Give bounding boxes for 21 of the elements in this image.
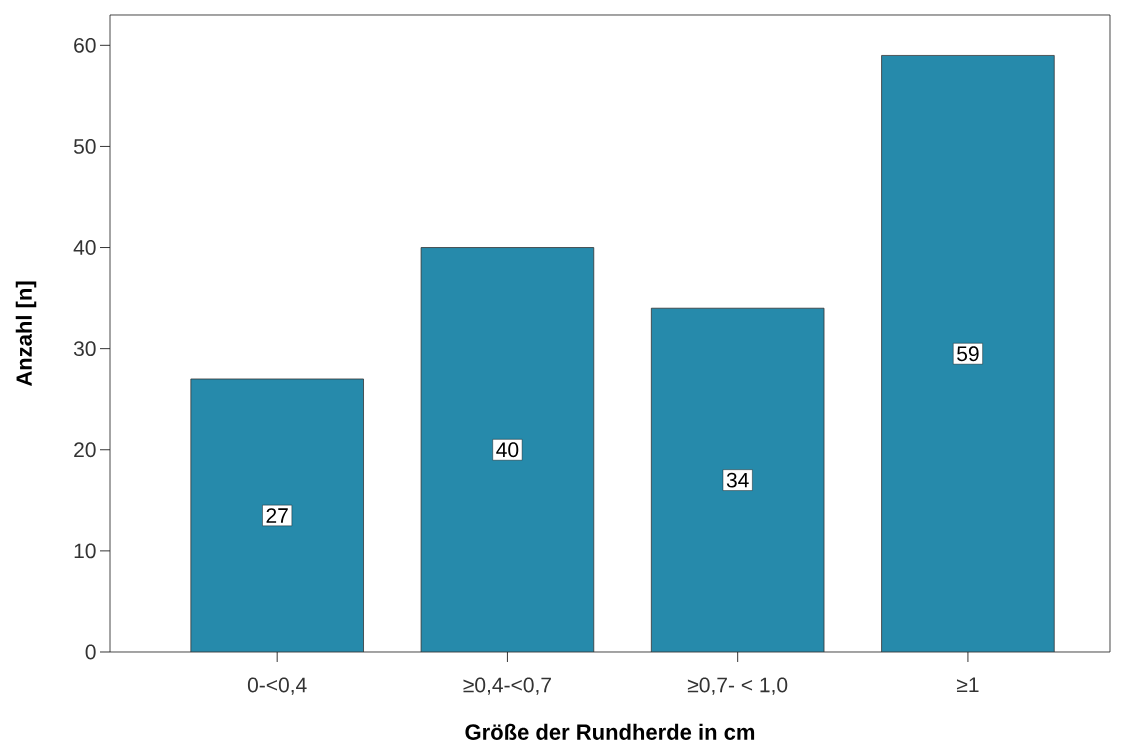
- bar: [190, 378, 364, 652]
- data-label: 40: [496, 442, 519, 458]
- data-label: 27: [266, 508, 288, 523]
- y-tick-label: 40: [73, 240, 96, 255]
- bar: [651, 308, 825, 652]
- y-tick-label: 60: [74, 37, 96, 53]
- x-tick-label: ≥0,4-<0,7: [463, 677, 551, 695]
- y-tick-label: 10: [74, 543, 96, 559]
- bar: [420, 247, 595, 652]
- data-label: 59: [957, 346, 979, 362]
- x-tick-label: 0-<0,4: [247, 677, 307, 695]
- y-tick-label: 50: [73, 139, 96, 154]
- data-label: 34: [726, 472, 749, 488]
- y-tick-label: 30: [73, 341, 96, 357]
- bar: [881, 55, 1055, 652]
- x-tick-label: ≥1: [956, 677, 979, 692]
- y-axis-title: Anzahl [n]: [15, 281, 37, 387]
- x-axis-title: Größe der Rundherde in cm: [465, 723, 755, 740]
- y-tick-label: 0: [85, 644, 96, 660]
- y-tick-label: 20: [74, 442, 96, 458]
- x-tick-label: ≥0,7- < 1,0: [687, 677, 788, 695]
